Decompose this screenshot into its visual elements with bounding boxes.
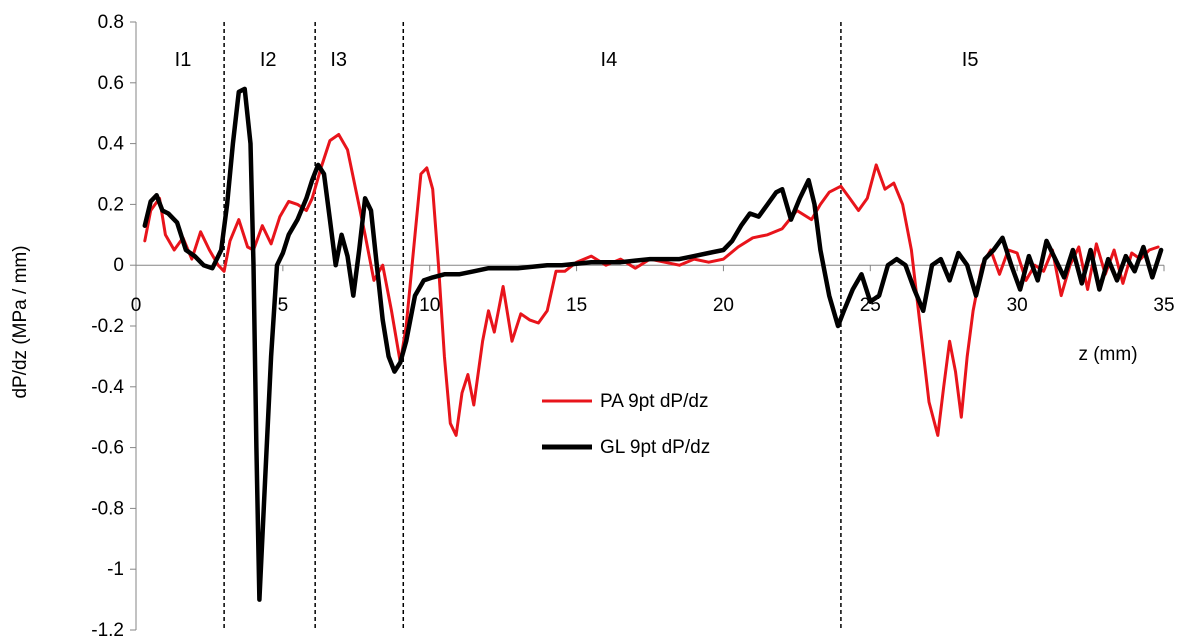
axes bbox=[130, 21, 1165, 631]
region-boundaries bbox=[223, 22, 842, 630]
region-label-i5: I5 bbox=[962, 49, 979, 71]
x-tick-label: 15 bbox=[566, 295, 587, 316]
y-tick-label: -0.8 bbox=[91, 498, 124, 519]
y-tick-label: 0.8 bbox=[98, 12, 124, 33]
region-label-i3: I3 bbox=[330, 49, 347, 71]
y-tick-label: 0 bbox=[113, 255, 124, 276]
series-line-gl bbox=[142, 86, 1164, 602]
tick-labels: -1.2 -1 -0.8 -0.6 -0.4 -0.2 0 0.2 0.4 0.6 0.8 0 5 10 1… bbox=[91, 12, 1174, 641]
region-labels: I1 I2 I3 I4 I5 bbox=[175, 49, 979, 71]
x-tick-label: 10 bbox=[419, 295, 440, 316]
y-tick-label: -1 bbox=[107, 559, 124, 580]
y-tick-label: -0.4 bbox=[91, 377, 124, 398]
y-tick-label: -0.2 bbox=[91, 316, 124, 337]
x-tick-label: 35 bbox=[1153, 295, 1174, 316]
x-tick-label: 25 bbox=[860, 295, 881, 316]
region-label-i2: I2 bbox=[260, 49, 277, 71]
legend: PA 9pt dP/dz GL 9pt dP/dz bbox=[542, 391, 710, 458]
region-label-i1: I1 bbox=[175, 49, 192, 71]
legend-label-gl: GL 9pt dP/dz bbox=[600, 437, 710, 458]
x-tick-label: 20 bbox=[713, 295, 734, 316]
legend-label-pa: PA 9pt dP/dz bbox=[600, 391, 708, 412]
x-axis-title: z (mm) bbox=[1078, 344, 1137, 365]
y-tick-label: 0.4 bbox=[98, 134, 125, 155]
y-tick-label: -1.2 bbox=[91, 620, 124, 641]
x-tick-label: 0 bbox=[131, 295, 142, 316]
x-tick-label: 30 bbox=[1007, 295, 1028, 316]
y-tick-label: -0.6 bbox=[91, 438, 124, 459]
x-tick-label: 5 bbox=[278, 295, 289, 316]
series-lines bbox=[142, 86, 1164, 602]
y-tick-label: 0.6 bbox=[98, 73, 124, 94]
y-tick-label: 0.2 bbox=[98, 194, 124, 215]
y-axis-title: dP/dz (MPa / mm) bbox=[10, 245, 31, 398]
region-label-i4: I4 bbox=[601, 49, 618, 71]
series-line-pa bbox=[143, 133, 1160, 437]
